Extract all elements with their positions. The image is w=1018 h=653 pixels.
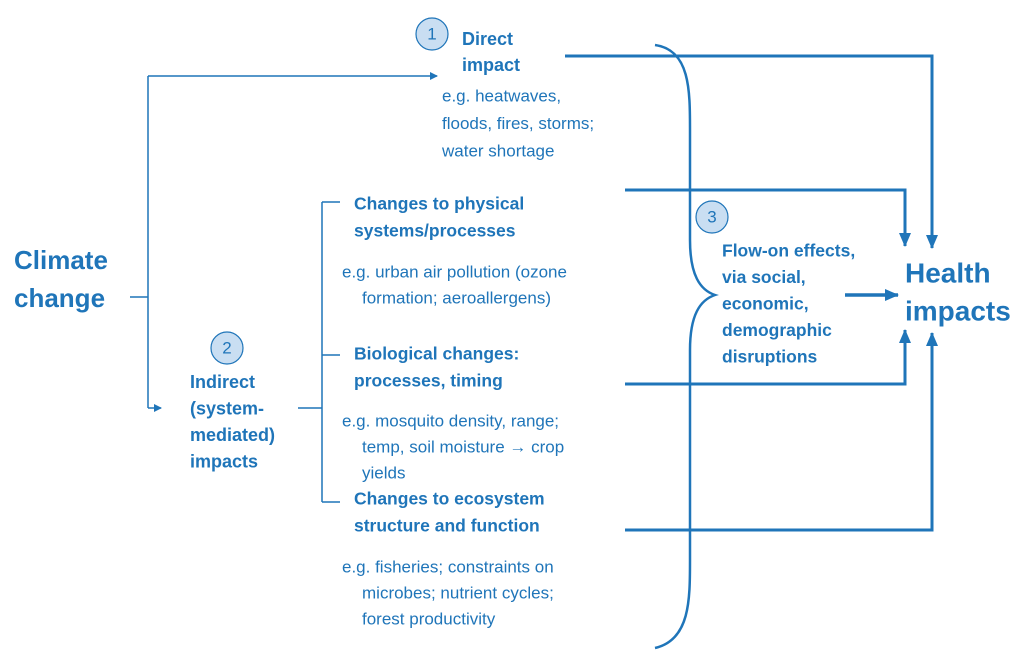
direct-example: water shortage	[441, 141, 554, 160]
cause-label: Climate	[14, 245, 108, 275]
pathway-example: e.g. urban air pollution (ozone	[342, 262, 567, 281]
pathway-example: e.g. fisheries; constraints on	[342, 557, 554, 576]
pathway-example: microbes; nutrient cycles;	[362, 583, 554, 602]
flow-on-label: Flow-on effects,	[722, 241, 855, 261]
arrow-direct-health	[565, 54, 938, 249]
outcome-label: impacts	[905, 295, 1011, 326]
direct-example: e.g. heatwaves,	[442, 86, 561, 105]
badge-number: 2	[222, 338, 231, 357]
badge-number: 3	[707, 207, 716, 226]
arrow-biological-health	[625, 329, 911, 386]
curly-brace	[654, 43, 719, 650]
outcome-label: Health	[905, 257, 991, 288]
pathway-title: systems/processes	[354, 221, 516, 241]
arrow-physical-health	[625, 188, 911, 247]
flow-on-label: economic,	[722, 294, 809, 314]
pathway-example: yields	[362, 463, 405, 482]
pathway-example: temp, soil moisture → crop	[362, 437, 564, 456]
labels: Climate change 1 Direct impact e.g. heatwaves…	[14, 24, 1011, 628]
split-line	[130, 76, 149, 408]
badge-number: 1	[427, 24, 436, 43]
flow-on-label: disruptions	[722, 347, 818, 367]
indirect-title: mediated)	[190, 425, 275, 445]
pathway-example: e.g. mosquito density, range;	[342, 411, 559, 430]
pathway-title: Changes to physical	[354, 194, 524, 214]
arrow-ecosystem-health	[625, 332, 938, 532]
pathway-example: formation; aeroallergens)	[362, 288, 551, 307]
cause-label: change	[14, 283, 105, 313]
pathway-example: forest productivity	[362, 609, 496, 628]
direct-example: floods, fires, storms;	[442, 114, 594, 133]
pathway-title: processes, timing	[354, 371, 503, 391]
direct-title: impact	[462, 55, 520, 75]
badge	[210, 331, 244, 365]
pathway-title: structure and function	[354, 516, 540, 536]
indirect-title: (system-	[190, 398, 264, 418]
pathway-bracket	[298, 201, 340, 503]
direct-title: Direct	[462, 29, 513, 49]
indirect-title: Indirect	[190, 372, 255, 392]
flow-on-label: demographic	[722, 320, 832, 340]
badge	[695, 200, 729, 234]
badges	[210, 17, 729, 365]
connectors	[130, 43, 938, 650]
indirect-title: impacts	[190, 451, 258, 471]
pathway-title: Biological changes:	[354, 344, 519, 364]
flow-on-label: via social,	[722, 267, 806, 287]
badge	[415, 17, 449, 51]
pathway-title: Changes to ecosystem	[354, 489, 545, 509]
